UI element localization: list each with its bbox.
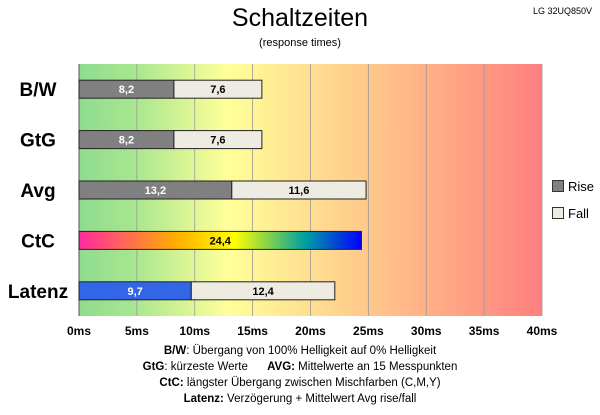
category-label: Latenz: [8, 282, 68, 303]
x-tick-label: 10ms: [179, 324, 210, 338]
chart-title: Schaltzeiten: [231, 4, 369, 32]
bar-value-label: 11,6: [289, 185, 310, 197]
note-line-1: B/W: Übergang von 100% Helligkeit auf 0%…: [0, 343, 600, 359]
category-label: GtG: [20, 131, 56, 152]
x-tick-label: 40ms: [527, 324, 558, 338]
response-time-chart: 8,2 7,6 8,2 7,6 13,2 11,6 24,4 9,7 12,4 B/W GtG Av…: [8, 64, 558, 338]
legend-notes: B/W: Übergang von 100% Helligkeit auf 0%…: [0, 343, 600, 407]
x-tick-label: 25ms: [353, 324, 384, 338]
category-labels: B/W GtG Avg CtC Latenz: [8, 80, 68, 303]
bar-value-label: 8,2: [119, 135, 134, 147]
note-line-4: Latenz: Verzögerung + Mittelwert Avg ris…: [0, 391, 600, 407]
bar-value-label: 7,6: [210, 84, 225, 96]
bar-fall: [190, 281, 336, 301]
legend-fall: Fall: [552, 206, 589, 221]
category-label: Avg: [20, 181, 55, 202]
legend-fall-swatch: [552, 207, 564, 219]
x-tick-label: 35ms: [469, 324, 500, 338]
note-line-2: GtG: kürzeste Werte AVG: Mittelwerte an …: [0, 359, 600, 375]
legend-rise: Rise: [552, 179, 594, 194]
legend-fall-label: Fall: [568, 206, 589, 221]
bar-fall: [231, 180, 367, 200]
model-label: LG 32UQ850V: [532, 6, 592, 16]
x-tick-label: 30ms: [411, 324, 442, 338]
bar-ctc: [78, 230, 362, 250]
x-tick-label: 0ms: [67, 324, 91, 338]
note-key-latenz: Latenz:: [183, 393, 224, 405]
bar-value-label: 8,2: [119, 84, 134, 96]
note-text-ctc: längster Übergang zwischen Mischfarben (…: [183, 377, 441, 389]
legend-rise-label: Rise: [568, 179, 595, 194]
category-label: B/W: [20, 80, 57, 101]
note-text-gtg: : kürzeste Werte: [164, 361, 248, 373]
x-tick-label: 20ms: [295, 324, 326, 338]
legend-rise-swatch: [552, 180, 564, 192]
note-key-avg: AVG:: [267, 361, 295, 373]
note-text-bw: : Übergang von 100% Helligkeit auf 0% He…: [186, 345, 437, 357]
note-text-latenz: Verzögerung + Mittelwert Avg rise/fall: [223, 393, 417, 405]
bar-value-label: 24,4: [210, 235, 232, 247]
note-line-3: CtC: längster Übergang zwischen Mischfar…: [0, 375, 600, 391]
bar-fall: [173, 130, 263, 150]
note-key-gtg: GtG: [142, 361, 165, 373]
bars: 8,2 7,6 8,2 7,6 13,2 11,6 24,4 9,7 12,4: [78, 79, 367, 301]
chart-subtitle: (response times): [259, 37, 341, 49]
note-key-ctc: CtC:: [159, 377, 184, 389]
note-key-bw: B/W: [163, 345, 187, 357]
note-text-avg: Mittelwerte an 15 Messpunkten: [294, 361, 458, 373]
bar-value-label: 7,6: [210, 135, 225, 147]
bar-value-label: 12,4: [252, 286, 274, 298]
bar-value-label: 13,2: [145, 185, 166, 197]
category-label: CtC: [21, 231, 55, 252]
bar-fall: [173, 79, 263, 99]
x-tick-label: 15ms: [237, 324, 268, 338]
x-tick-label: 5ms: [125, 324, 149, 338]
bar-value-label: 9,7: [127, 286, 142, 298]
x-tick-labels: 0ms 5ms 10ms 15ms 20ms 25ms 30ms 35ms 40ms: [67, 324, 558, 338]
